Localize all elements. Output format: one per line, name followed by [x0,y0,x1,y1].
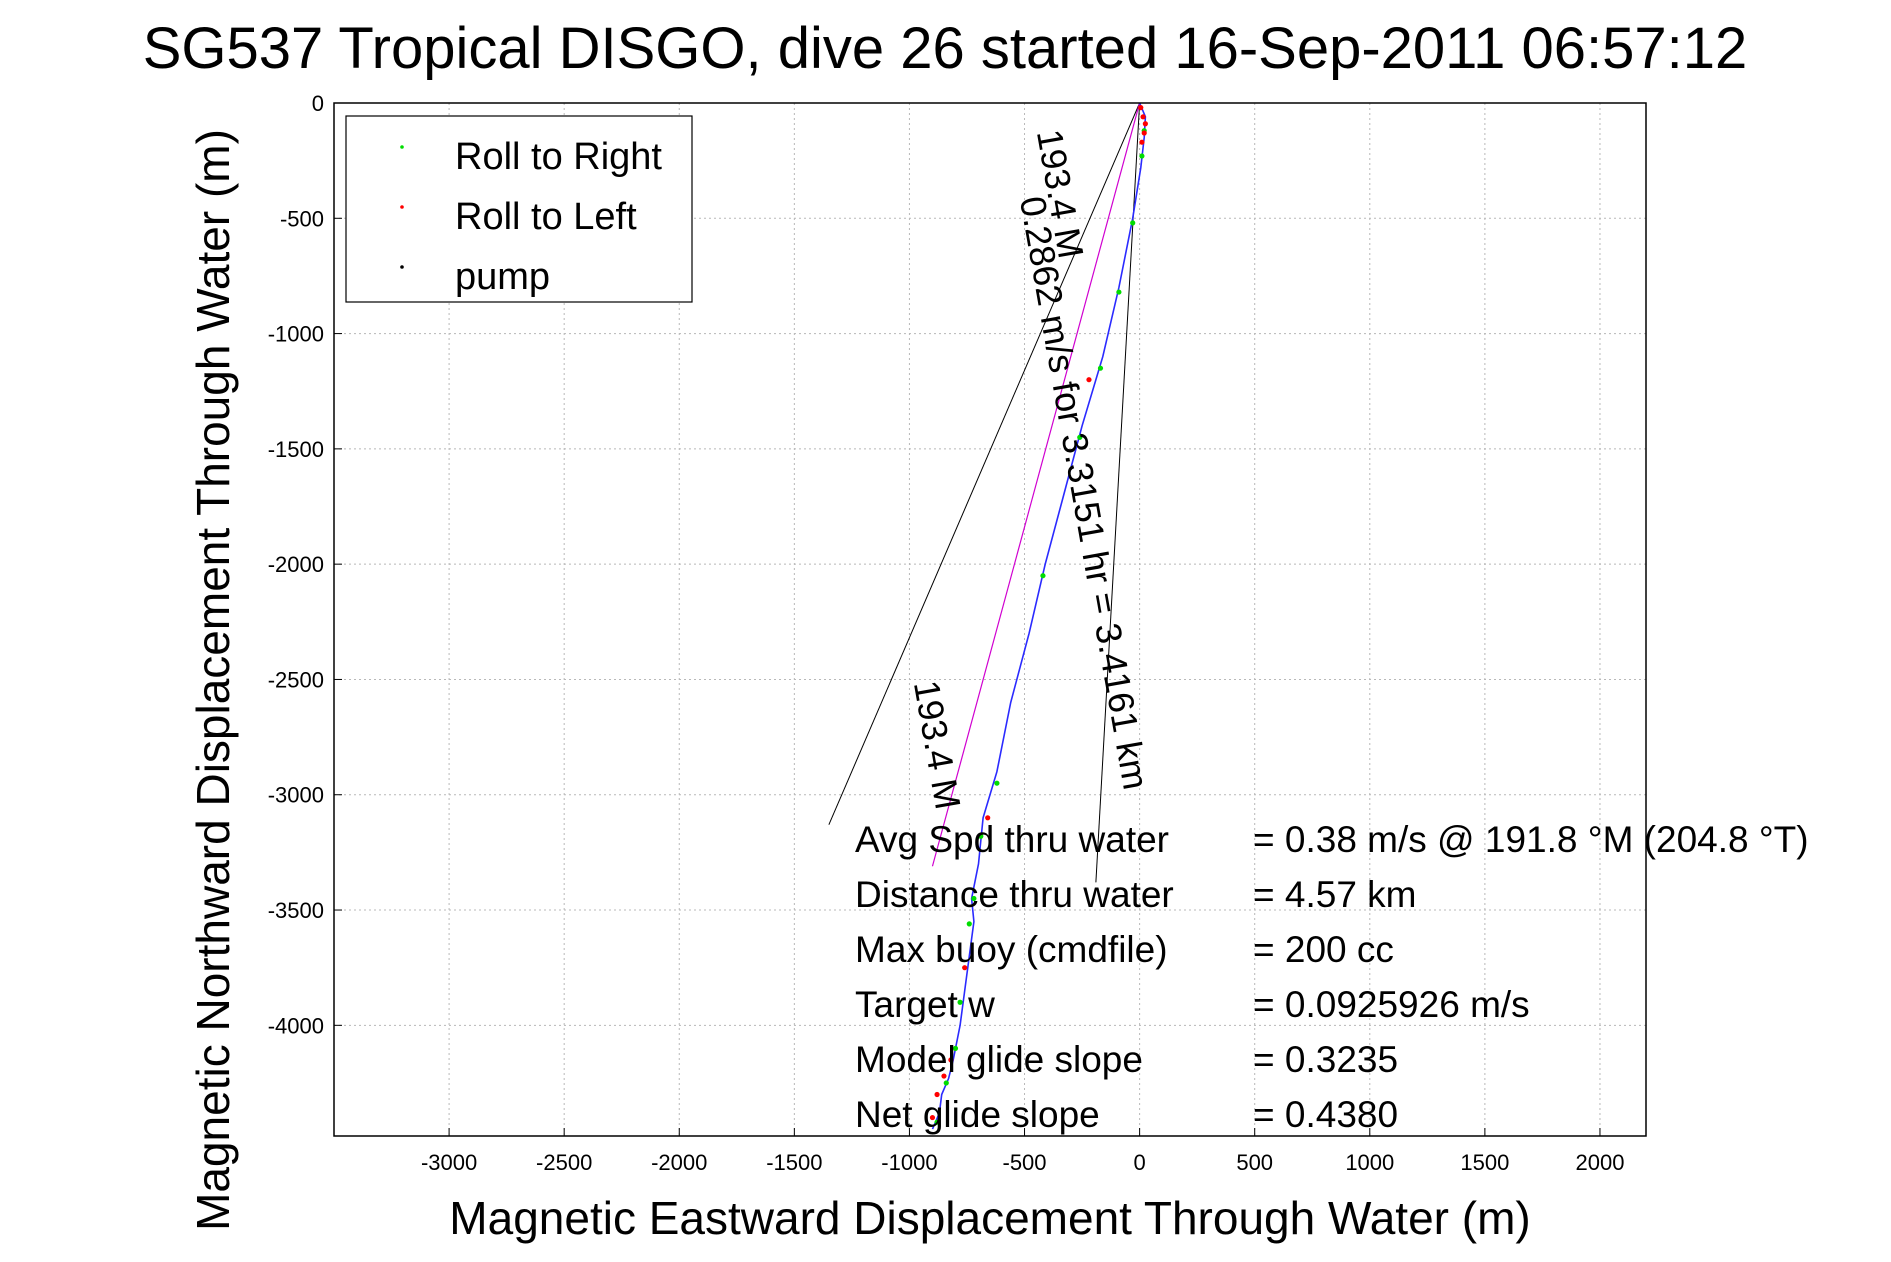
roll-left-point [1139,139,1145,145]
chart-title: SG537 Tropical DISGO, dive 26 started 16… [143,16,1748,81]
legend-label: Roll to Right [455,136,662,178]
roll-left-point [929,1114,936,1121]
legend-marker [400,205,404,209]
annotation-value: = 4.57 km [1253,874,1417,915]
roll-right-point [1130,220,1136,226]
annotation-value: = 0.3235 [1253,1039,1398,1080]
roll-left-point [948,1057,954,1063]
roll-right-point [1139,153,1145,159]
roll-right-point [1040,573,1046,579]
annotation-label: Distance thru water [855,874,1174,915]
roll-left-point [1138,105,1144,111]
roll-left-point [1140,114,1146,120]
annotation-value: = 0.4380 [1253,1094,1398,1135]
roll-right-point [1097,365,1104,371]
annotation-label: Net glide slope [855,1094,1100,1135]
y-tick-label: -4000 [268,1013,324,1038]
roll-right-point [1116,289,1122,295]
x-tick-label: 1000 [1345,1150,1394,1175]
legend-marker [400,145,404,149]
roll-left-point [1086,377,1092,383]
roll-right-point [1077,434,1083,440]
y-tick-label: -1000 [268,322,324,347]
y-tick-label: -3500 [268,898,324,923]
bearing-line [931,102,1141,867]
roll-left-point [941,1073,947,1079]
annotations: Avg Spd thru water = 0.38 m/s @ 191.8 °M … [855,819,1809,1135]
annotation-label: Avg Spd thru water [855,819,1169,860]
x-tick-label: -1500 [766,1150,822,1175]
roll-left-point [1142,121,1148,127]
y-axis-label: Magnetic Northward Displacement Through … [187,129,239,1231]
annotation-label: Target w [855,984,995,1025]
y-tick-label: 0 [312,91,324,116]
x-tick-label: -3000 [421,1150,477,1175]
legend-label: pump [455,256,550,298]
legend-marker [400,265,404,269]
roll-right-point [971,895,977,902]
x-ticks: -3000 -2500 -2000 -1500 -1000 -500 0 500 1000 150… [421,1128,1624,1175]
roll-left-point [985,815,991,821]
roll-right-point [952,1045,959,1051]
y-tick-label: -2000 [268,552,324,577]
roll-right-point [934,1119,940,1125]
annotation-value: = 0.0925926 m/s [1253,984,1530,1025]
y-tick-label: -3000 [268,783,324,808]
wedge-right-line [1095,102,1141,883]
x-tick-label: -500 [1003,1150,1047,1175]
y-ticks: 0 -500 -1000 -1500 -2000 -2500 -3000 -3500 -4000 [268,91,342,1038]
roll-right-point [978,833,984,839]
legend-label: Roll to Left [455,196,637,238]
annotation-value: = 200 cc [1253,929,1394,970]
x-tick-label: -1000 [881,1150,937,1175]
x-tick-label: 1500 [1460,1150,1509,1175]
roll-right-point [943,1080,949,1086]
x-axis-label: Magnetic Eastward Displacement Through W… [449,1192,1530,1244]
plot-border [333,102,1647,1137]
roll-left-point [962,965,968,971]
legend: Roll to Right Roll to Left pump [345,115,693,303]
roll-left-point [934,1091,940,1098]
x-tick-label: 500 [1236,1150,1273,1175]
roll-right-point [966,921,972,927]
roll-right-point [957,999,963,1005]
annotation-value: = 0.38 m/s @ 191.8 °M (204.8 °T) [1253,819,1809,860]
x-tick-label: 2000 [1575,1150,1624,1175]
series-layer [929,102,1148,1130]
heading-wedge [828,102,1141,883]
wedge-left-line [828,102,1141,825]
y-tick-label: -500 [280,206,324,231]
roll-left-point [1141,130,1147,136]
x-tick-label: 0 [1133,1150,1145,1175]
roll-right-point [994,780,1000,786]
annotation-label: Model glide slope [855,1039,1143,1080]
y-tick-label: -2500 [268,667,324,692]
annotation-label: Max buoy (cmdfile) [855,929,1168,970]
glider-track-line [931,102,1147,1130]
y-tick-label: -1500 [268,437,324,462]
x-tick-label: -2000 [651,1150,707,1175]
legend-items: Roll to Right Roll to Left pump [400,136,662,298]
x-tick-label: -2500 [536,1150,592,1175]
